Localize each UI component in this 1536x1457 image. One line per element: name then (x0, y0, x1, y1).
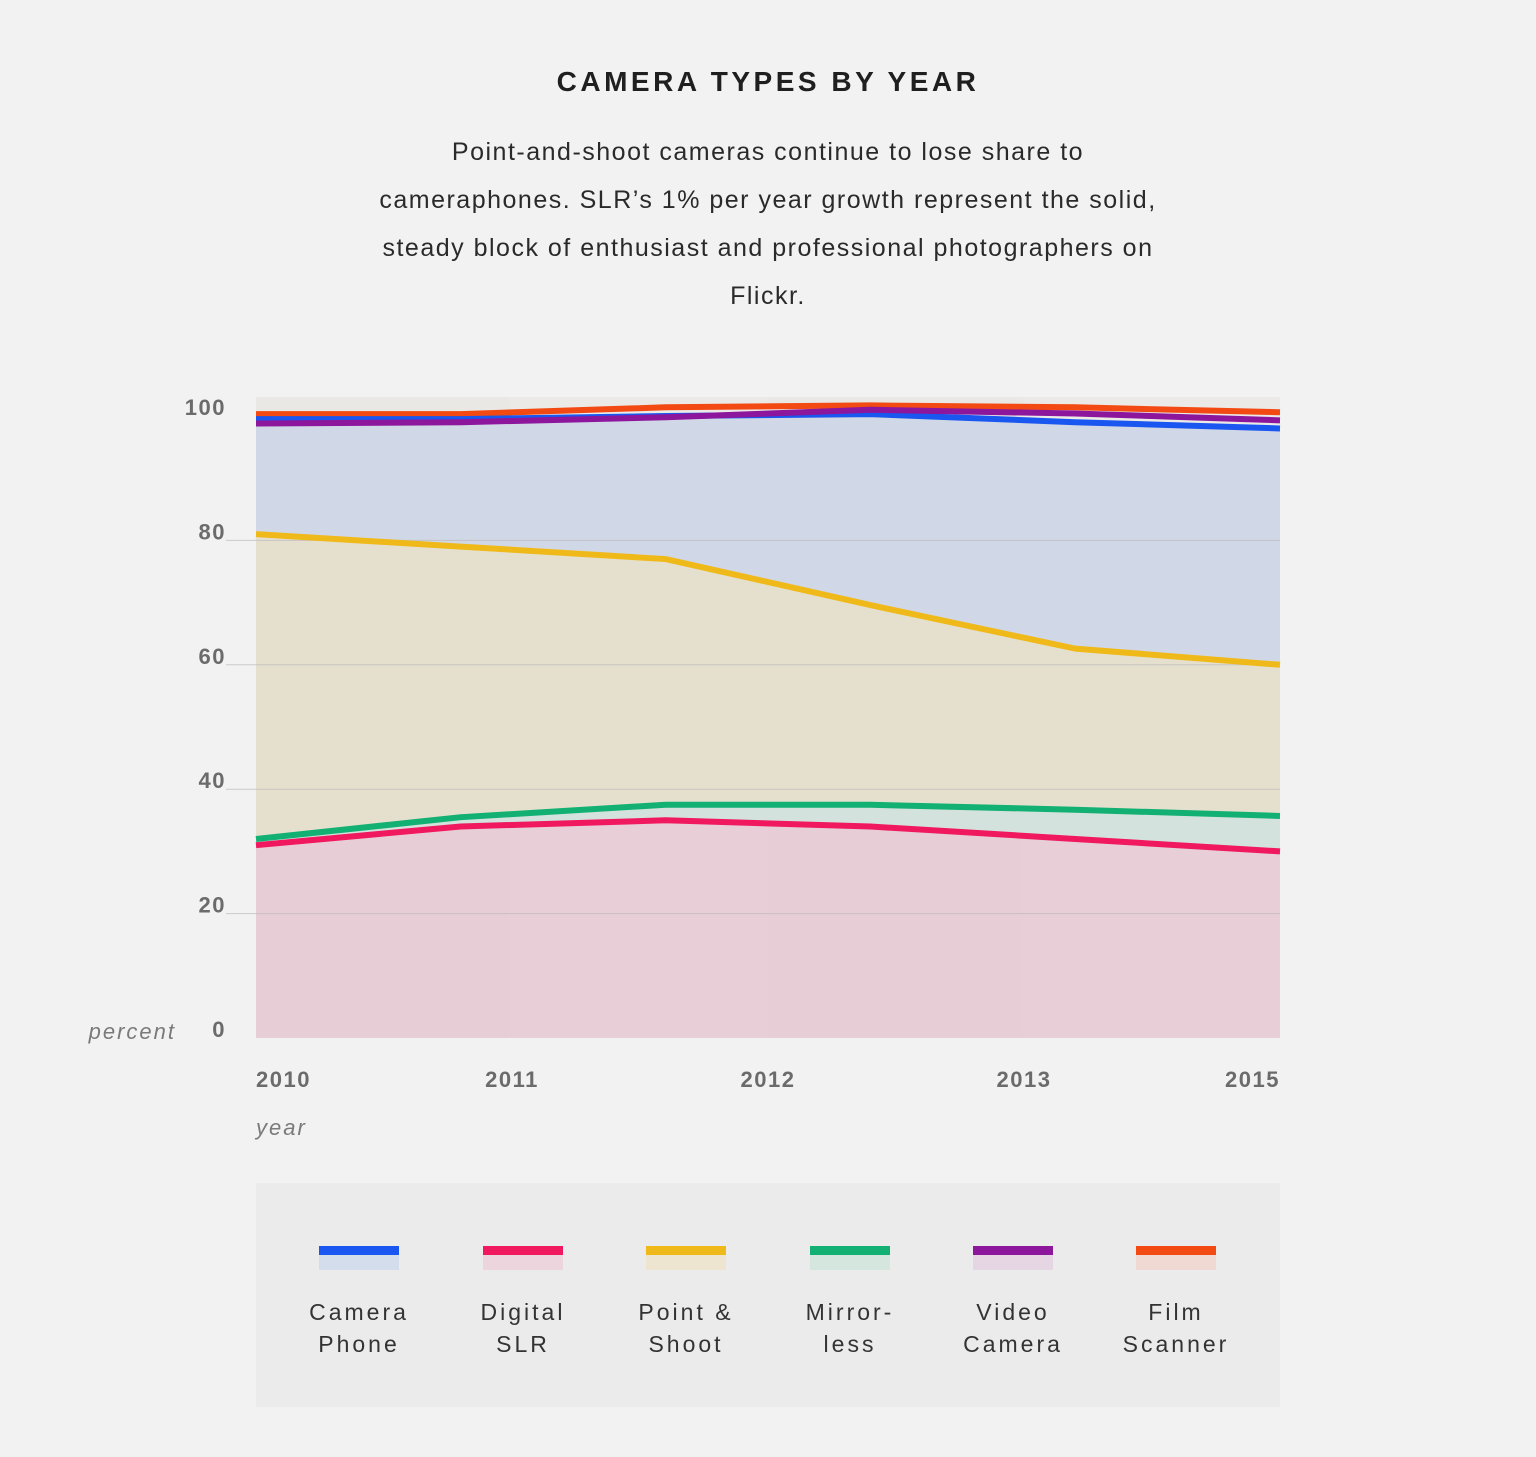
chart-subtitle: Point-and-shoot cameras continue to lose… (379, 138, 1157, 310)
x-tick-label: 2010 (256, 1067, 311, 1092)
line-video_camera (255, 406, 1281, 427)
x-axis-label: year (254, 1115, 307, 1140)
line-point_shoot (255, 531, 1281, 668)
legend-label: Point & Shoot (638, 1299, 734, 1357)
x-tick-label: 2015 (1225, 1067, 1280, 1092)
legend-swatch (319, 1246, 399, 1270)
legend-item: Digital SLR (448, 1246, 598, 1360)
legend-swatch (810, 1246, 890, 1270)
line-mirrorless (255, 801, 1281, 842)
x-tick-label: 2011 (485, 1067, 539, 1092)
area-point_shoot (256, 534, 1280, 839)
y-tick-label: 40 (199, 768, 226, 793)
legend-item: Camera Phone (284, 1246, 434, 1360)
series-lines (255, 402, 1281, 855)
legend-label: Video Camera (963, 1299, 1063, 1357)
y-axis-label: percent (88, 1019, 176, 1044)
line-digital_slr (255, 817, 1281, 855)
legend: Camera Phone Digital SLR Point & Shoot Mirr… (256, 1183, 1280, 1407)
legend-swatch (973, 1246, 1053, 1270)
legend-swatch (646, 1246, 726, 1270)
y-tick-label: 0 (212, 1017, 226, 1042)
y-tick-label: 80 (199, 519, 226, 544)
y-tick-label: 100 (185, 395, 226, 420)
legend-swatch (483, 1246, 563, 1270)
area-fills (256, 414, 1280, 1038)
legend-swatch (1136, 1246, 1216, 1270)
chart: 0 20 40 60 80 100 2010 2011 2012 2013 2015 percen… (88, 395, 1281, 1140)
legend-item: Point & Shoot (611, 1246, 761, 1360)
line-film_scanner (256, 402, 1281, 418)
legend-label: Camera Phone (309, 1299, 409, 1357)
area-digital_slr (256, 820, 1280, 1038)
x-tick-label: 2012 (741, 1067, 796, 1092)
legend-label: Digital SLR (480, 1299, 566, 1357)
legend-item: Video Camera (938, 1246, 1088, 1360)
legend-label: Film Scanner (1122, 1299, 1230, 1357)
legend-label: Mirror- less (805, 1299, 895, 1357)
x-tick-labels: 2010 2011 2012 2013 2015 (256, 1067, 1280, 1092)
y-tick-labels: 0 20 40 60 80 100 (185, 395, 226, 1042)
legend-item: Film Scanner (1101, 1246, 1251, 1360)
y-tick-label: 20 (199, 893, 226, 918)
y-tick-label: 60 (199, 644, 226, 669)
x-tick-label: 2013 (997, 1067, 1052, 1092)
area-camera_phone (256, 414, 1280, 665)
chart-title: CAMERA TYPES BY YEAR (556, 66, 980, 97)
legend-item: Mirror- less (775, 1246, 925, 1360)
